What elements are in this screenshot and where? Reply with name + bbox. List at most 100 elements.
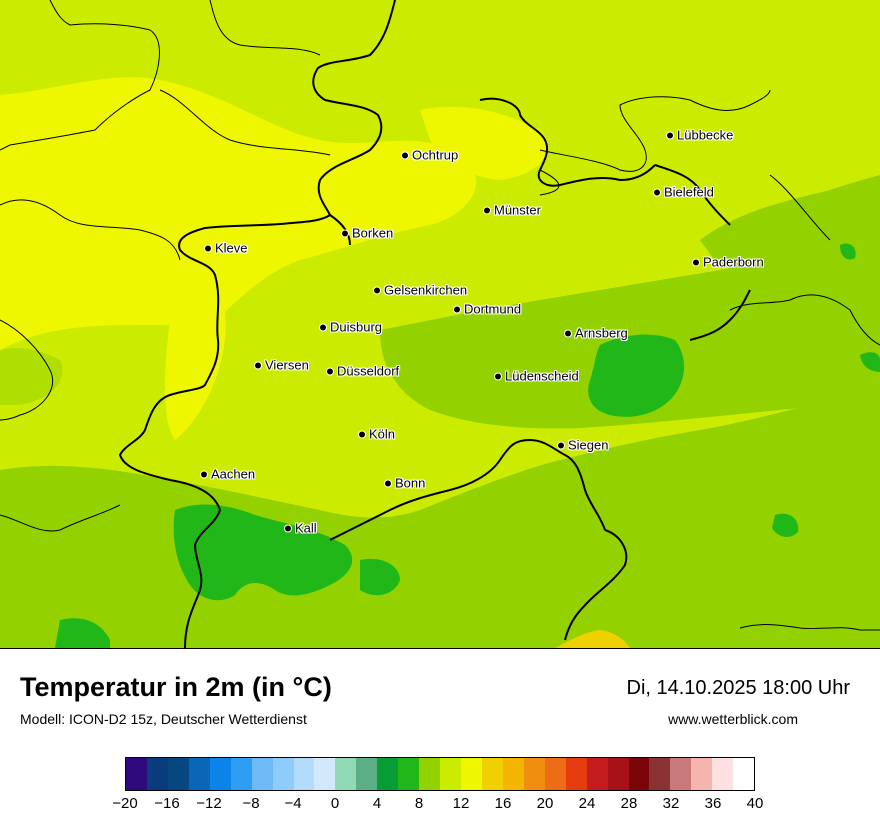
color-scale-tick-label: 0 (330, 795, 340, 812)
color-scale-tick-label: 40 (746, 795, 764, 812)
city-label: Gelsenkirchen (384, 282, 468, 298)
color-scale-segment (440, 758, 461, 790)
city-marker-kall: Kall (285, 521, 317, 536)
city-label: Bielefeld (664, 184, 714, 200)
color-scale-tick-label: −8 (242, 795, 260, 812)
city-label: Bonn (395, 475, 426, 491)
color-scale-segment (607, 758, 629, 790)
city-label: Aachen (211, 466, 256, 482)
color-scale-tick-label: 28 (620, 795, 638, 812)
color-scale-segment (481, 758, 503, 790)
city-dot (201, 471, 207, 477)
color-scale-segment (377, 758, 399, 790)
color-scale-segment (230, 758, 252, 790)
color-scale-segment (461, 758, 482, 790)
city-dot (558, 442, 564, 448)
city-marker-kleve: Kleve (205, 241, 248, 256)
city-dot (374, 287, 380, 293)
color-scale-segment (523, 758, 545, 790)
city-marker-viersen: Viersen (255, 358, 309, 373)
city-label: Düsseldorf (337, 363, 400, 379)
color-scale-segment (419, 758, 441, 790)
color-scale-segment (356, 758, 378, 790)
city-label: Borken (352, 225, 394, 241)
city-marker-muenster: Münster (484, 203, 541, 218)
city-marker-duesseldorf: Düsseldorf (327, 364, 399, 379)
color-scale-segment (544, 758, 566, 790)
color-scale-tick-label: −16 (154, 795, 180, 812)
city-dot (484, 207, 490, 213)
city-dot (454, 306, 460, 312)
model-info: Modell: ICON-D2 15z, Deutscher Wetterdie… (20, 711, 307, 727)
city-label: Kall (295, 520, 317, 536)
city-label: Siegen (568, 437, 609, 453)
city-dot (327, 368, 333, 374)
map-field (0, 0, 880, 648)
city-label: Lüdenscheid (505, 368, 579, 384)
city-marker-bonn: Bonn (385, 476, 425, 491)
city-marker-paderborn: Paderborn (693, 255, 764, 270)
city-dot (285, 525, 291, 531)
color-scale-segment (272, 758, 294, 790)
city-label: Köln (369, 426, 396, 442)
temperature-map: Lübbecke Ochtrup Bielefeld Münster Borke… (0, 0, 880, 649)
color-scale-segment (712, 758, 734, 790)
color-scale-tick-label: 8 (414, 795, 424, 812)
city-label: Paderborn (703, 254, 764, 270)
color-scale-tick-label: 16 (494, 795, 512, 812)
city-dot (495, 373, 501, 379)
color-scale-segment (670, 758, 692, 790)
color-scale-bar (125, 757, 755, 791)
color-scale-segment (188, 758, 210, 790)
city-dot (255, 362, 261, 368)
city-dot (385, 480, 391, 486)
city-marker-ochtrup: Ochtrup (402, 148, 458, 163)
color-scale-segment (586, 758, 608, 790)
city-dot (667, 132, 673, 138)
city-marker-luedenscheid: Lüdenscheid (495, 369, 579, 384)
city-marker-bielefeld: Bielefeld (654, 185, 714, 200)
map-title: Temperatur in 2m (in °C) (20, 672, 332, 702)
color-scale-segment (314, 758, 336, 790)
city-label: Ochtrup (412, 147, 459, 163)
city-dot (654, 189, 660, 195)
color-scale-segment (398, 758, 420, 790)
cold-spots (55, 243, 880, 648)
color-scale-tick-label: −12 (196, 795, 222, 812)
color-scale-tick-label: 36 (704, 795, 722, 812)
color-scale-tick-label: 4 (372, 795, 382, 812)
color-scale-segment (691, 758, 713, 790)
color-scale-segment (146, 758, 168, 790)
city-label: Dortmund (464, 301, 522, 317)
color-scale-segment (293, 758, 315, 790)
website-label: www.wetterblick.com (668, 711, 798, 727)
color-scale-segment (335, 758, 357, 790)
city-marker-arnsberg: Arnsberg (565, 326, 628, 341)
city-label: Arnsberg (575, 325, 628, 341)
city-marker-luebbecke: Lübbecke (667, 128, 733, 143)
city-dot (693, 259, 699, 265)
city-marker-dortmund: Dortmund (454, 302, 521, 317)
city-label: Kleve (215, 240, 248, 256)
city-marker-siegen: Siegen (558, 438, 608, 453)
warm-spot (555, 630, 630, 648)
city-label: Lübbecke (677, 127, 734, 143)
color-scale-tick-label: −4 (284, 795, 302, 812)
color-scale-segment (649, 758, 671, 790)
color-scale-segment (502, 758, 524, 790)
city-dot (359, 431, 365, 437)
color-scale-segment (251, 758, 273, 790)
city-marker-borken: Borken (342, 226, 393, 241)
state-borders (118, 0, 751, 648)
city-label: Duisburg (330, 319, 383, 335)
city-label: Münster (494, 202, 541, 218)
city-dot (402, 152, 408, 158)
city-label: Viersen (265, 357, 309, 373)
color-scale-ticks: −20 −16 −12 −8 −4 0 4 8 12 16 20 24 28 32 36 40 (0, 795, 880, 817)
city-marker-duisburg: Duisburg (320, 320, 382, 335)
city-marker-koeln: Köln (359, 427, 395, 442)
city-dot (342, 230, 348, 236)
color-scale-tick-label: 20 (536, 795, 554, 812)
color-scale-tick-label: 12 (452, 795, 470, 812)
color-scale-segment (126, 758, 147, 790)
